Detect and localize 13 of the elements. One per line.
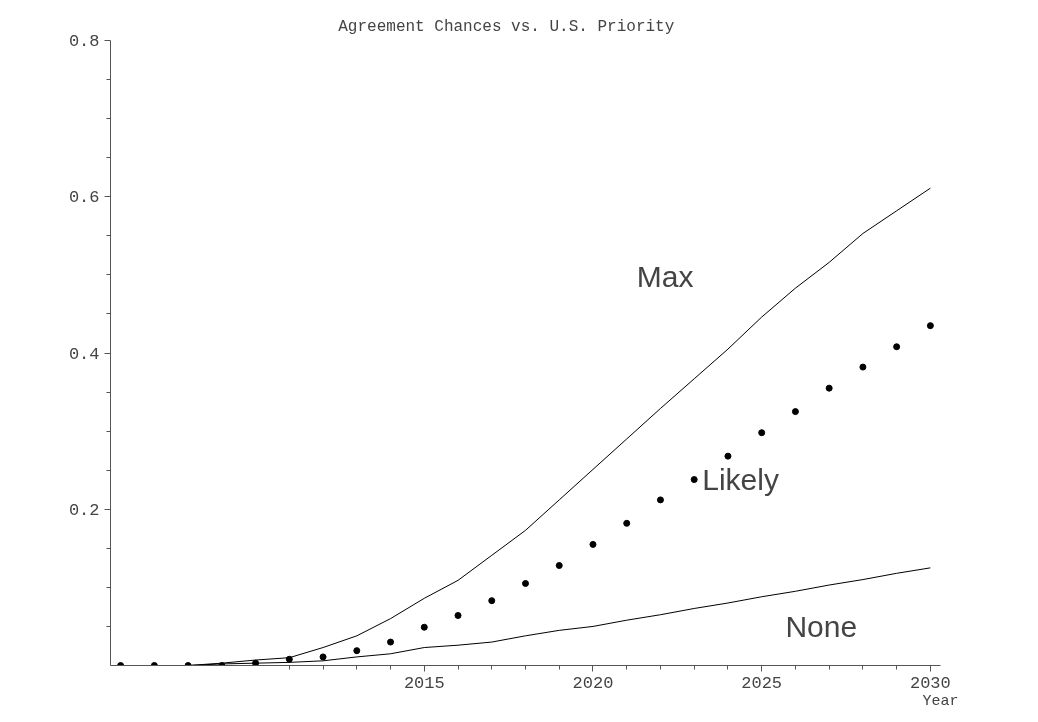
series-label: None (785, 609, 858, 643)
x-tick-label: 2030 (909, 673, 951, 693)
x-tick-label: 2020 (572, 673, 614, 693)
x-axis-title: Year (922, 692, 959, 710)
y-tick-label: 0.4 (68, 344, 100, 364)
x-tick-label: 2025 (741, 673, 783, 693)
y-tick-label: 0.8 (68, 32, 100, 51)
chart-title: Agreement Chances vs. U.S. Priority (338, 17, 675, 36)
x-tick-label: 2015 (403, 673, 445, 693)
text: Max (636, 259, 694, 293)
series-label: Likely (702, 463, 779, 497)
y-tick-label: 0.2 (68, 500, 100, 520)
y-tick-label: 0.6 (68, 188, 100, 208)
